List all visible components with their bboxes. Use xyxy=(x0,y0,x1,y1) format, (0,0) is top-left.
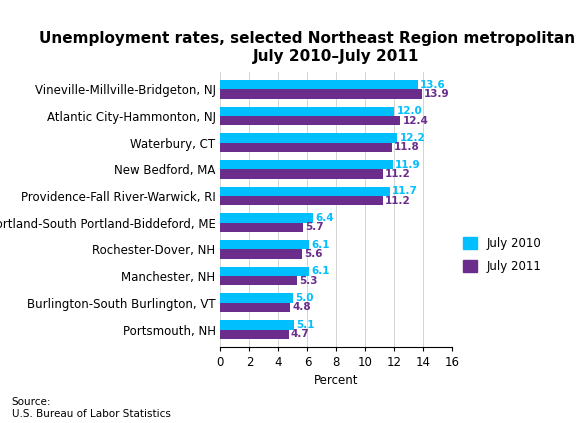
Bar xyxy=(220,133,397,143)
Text: 5.1: 5.1 xyxy=(296,320,315,330)
Legend: July 2010, July 2011: July 2010, July 2011 xyxy=(463,237,541,273)
Text: 6.4: 6.4 xyxy=(316,213,334,223)
Bar xyxy=(220,80,418,89)
Text: 6.1: 6.1 xyxy=(311,240,329,250)
Title: Unemployment rates, selected Northeast Region metropolitan areas,
July 2010–July: Unemployment rates, selected Northeast R… xyxy=(39,31,580,64)
Bar xyxy=(220,169,383,179)
Bar xyxy=(220,160,393,169)
Bar xyxy=(220,143,392,152)
Bar xyxy=(220,196,383,206)
Text: 12.2: 12.2 xyxy=(400,133,425,143)
Text: 5.6: 5.6 xyxy=(304,249,322,259)
Bar xyxy=(220,240,309,250)
Text: 5.7: 5.7 xyxy=(305,222,324,232)
Bar xyxy=(220,330,289,339)
Text: 11.2: 11.2 xyxy=(385,169,411,179)
Text: 11.9: 11.9 xyxy=(395,159,420,170)
Bar xyxy=(220,267,309,276)
Text: 12.4: 12.4 xyxy=(403,115,428,126)
Text: 4.7: 4.7 xyxy=(291,329,310,339)
Text: 5.3: 5.3 xyxy=(299,276,318,286)
X-axis label: Percent: Percent xyxy=(314,374,358,387)
Bar xyxy=(220,116,400,125)
Bar xyxy=(220,320,295,330)
Text: Source:
U.S. Bureau of Labor Statistics: Source: U.S. Bureau of Labor Statistics xyxy=(12,397,171,419)
Text: 6.1: 6.1 xyxy=(311,266,329,277)
Text: 5.0: 5.0 xyxy=(295,293,314,303)
Text: 13.6: 13.6 xyxy=(420,80,445,90)
Bar xyxy=(220,213,313,223)
Text: 11.2: 11.2 xyxy=(385,196,411,206)
Text: 4.8: 4.8 xyxy=(292,302,311,313)
Text: 13.9: 13.9 xyxy=(424,89,450,99)
Bar xyxy=(220,223,303,232)
Text: 12.0: 12.0 xyxy=(397,106,422,116)
Bar xyxy=(220,303,290,312)
Bar xyxy=(220,107,394,116)
Bar xyxy=(220,276,297,286)
Bar xyxy=(220,250,302,259)
Bar xyxy=(220,187,390,196)
Bar xyxy=(220,89,422,99)
Bar xyxy=(220,294,293,303)
Text: 11.7: 11.7 xyxy=(392,187,418,196)
Text: 11.8: 11.8 xyxy=(394,142,419,152)
